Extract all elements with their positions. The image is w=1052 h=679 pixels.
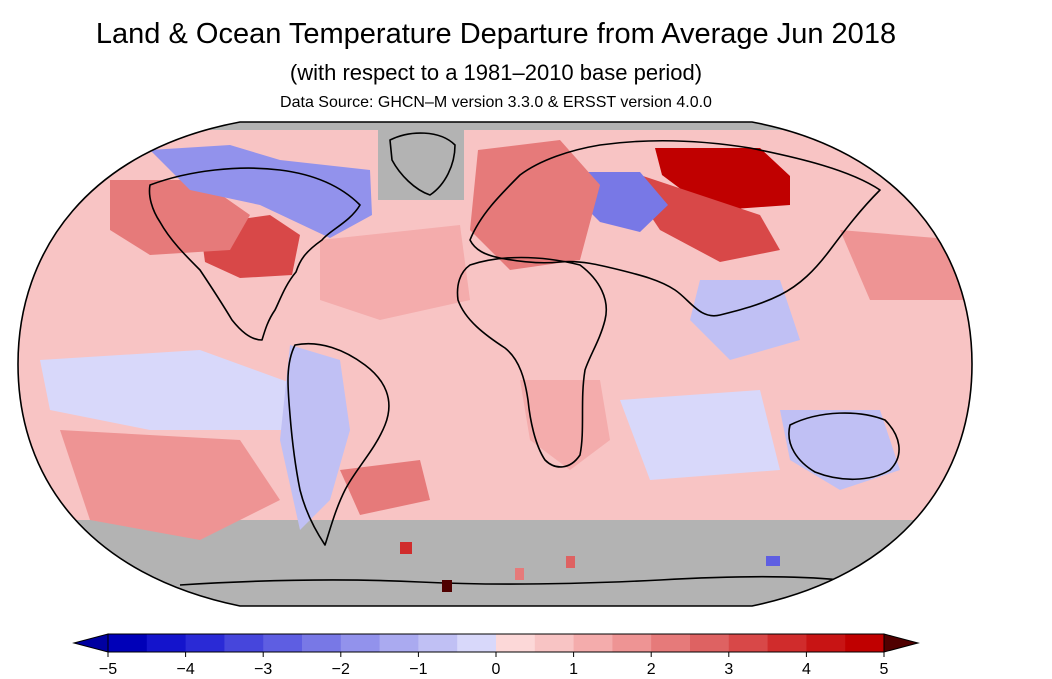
colorbar-tick-label: 5: [880, 661, 889, 678]
coastline-south-america: [287, 342, 390, 546]
anomaly-patch-southeast-asia: [690, 280, 800, 360]
colorbar-segment: [263, 634, 303, 652]
colorbar-segment: [496, 634, 536, 652]
colorbar-segment: [340, 634, 381, 652]
anomaly-patch-canadian-arctic: [150, 145, 372, 238]
colorbar-segment: [418, 634, 458, 652]
colorbar-tick-label: 4: [802, 661, 811, 678]
anomaly-patch-southern-africa: [520, 380, 610, 470]
missing-data-arctic: [18, 122, 972, 130]
colorbar-tick-label: 0: [492, 661, 501, 678]
colorbar-segment: [534, 634, 575, 652]
colorbar-segment: [379, 634, 419, 652]
coastline-eurasia: [469, 139, 881, 317]
colorbar-tick-label: −2: [332, 661, 350, 678]
data-source: Data Source: GHCN–M version 3.3.0 & ERSS…: [280, 94, 712, 111]
colorbar-segments: [72, 633, 920, 653]
colorbar-segment: [651, 634, 691, 652]
anomaly-patch-south-america: [280, 345, 350, 530]
anomaly-patch-north-atlantic: [320, 225, 470, 320]
anomaly-patch-south-pacific: [60, 430, 280, 540]
coastline-africa: [456, 256, 607, 468]
coastline-australia: [788, 412, 900, 481]
colorbar-arrow-low: [72, 633, 109, 653]
anomaly-patch-south-atlantic: [340, 460, 430, 515]
map-subtitle: (with respect to a 1981–2010 base period…: [289, 60, 703, 85]
colorbar-segment: [690, 634, 730, 652]
antarctic-patch-4: [442, 580, 452, 592]
anomaly-patch-europe: [470, 140, 600, 270]
anomaly-patch-equatorial-pacific: [40, 350, 310, 430]
colorbar-tick-label: 2: [647, 661, 656, 678]
coastline-north-america: [148, 167, 361, 341]
colorbar-segment: [457, 634, 497, 652]
colorbar-ticks: −5 −4 −3 −2 −1 0 1 2 3 4 5: [99, 652, 889, 678]
coastline-antarctica: [179, 575, 841, 586]
map-outline: [17, 121, 973, 607]
anomaly-patch-western-russia: [640, 175, 780, 262]
colorbar-segment: [612, 634, 652, 652]
antarctic-patch-5: [766, 556, 780, 566]
anomaly-patch-central-us: [110, 180, 250, 255]
anomaly-patch-indian-ocean: [620, 390, 780, 480]
coastlines: [148, 132, 900, 586]
colorbar-segment: [146, 634, 187, 652]
colorbar-tick-label: 3: [724, 661, 733, 678]
colorbar-segment: [224, 634, 264, 652]
antarctic-patch-1: [400, 542, 412, 554]
coastline-greenland: [389, 132, 456, 196]
colorbar-arrow-high: [883, 633, 920, 653]
colorbar-segment: [573, 634, 613, 652]
colorbar-segment: [806, 634, 846, 652]
colorbar-segment: [302, 634, 342, 652]
colorbar-tick-label: 1: [569, 661, 578, 678]
antarctic-patch-2: [515, 568, 524, 580]
colorbar-segment: [185, 634, 225, 652]
colorbar-segment: [845, 634, 885, 652]
colorbar-tick-label: −4: [176, 661, 194, 678]
anomaly-patch-australia: [780, 410, 900, 490]
anomaly-patch-central-russia: [578, 172, 668, 232]
antarctic-patch-3: [566, 556, 575, 568]
colorbar-tick-label: −3: [254, 661, 272, 678]
colorbar-tick-label: −5: [99, 661, 117, 678]
colorbar-segment: [108, 634, 148, 652]
map-title: Land & Ocean Temperature Departure from …: [95, 18, 897, 50]
colorbar-segment: [728, 634, 769, 652]
colorbar-tick-label: −1: [409, 661, 427, 678]
anomaly-patch-north-pacific: [840, 230, 970, 300]
colorbar-segment: [767, 634, 807, 652]
